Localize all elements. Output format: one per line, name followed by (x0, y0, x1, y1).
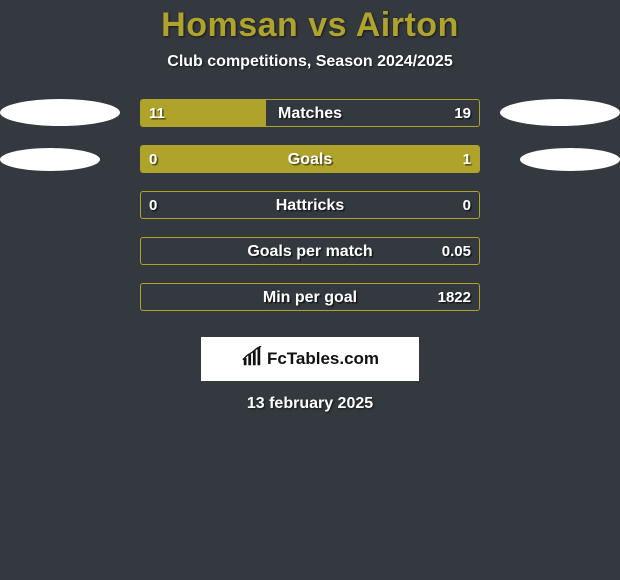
stat-row: 1822Min per goal (0, 283, 620, 329)
stat-bar: 0.05Goals per match (140, 237, 480, 265)
player-ellipse-left (0, 148, 100, 171)
stat-bar: 1119Matches (140, 99, 480, 127)
player-ellipse-right (500, 99, 620, 126)
page-title: Homsan vs Airton (0, 0, 620, 45)
player-ellipse-right (520, 148, 620, 171)
stat-bar: 0 0Hattricks (140, 191, 480, 219)
stat-value-left: 0 (149, 146, 157, 173)
stat-row: 1119Matches (0, 99, 620, 145)
chart-area: 1119Matches01Goals00Hattricks0.05Goals p… (0, 99, 620, 329)
page-subtitle: Club competitions, Season 2024/2025 (0, 53, 620, 71)
stat-bar: 01Goals (140, 145, 480, 173)
stat-value-left: 0 (149, 192, 157, 219)
brand-label: FcTables.com (267, 349, 379, 369)
player-ellipse-left (0, 99, 120, 126)
stat-label: Hattricks (141, 192, 479, 219)
barchart-icon (241, 346, 263, 373)
stat-label: Goals per match (141, 238, 479, 265)
stat-label: Min per goal (141, 284, 479, 311)
stat-value-right: 0 (463, 192, 471, 219)
stat-bar: 1822Min per goal (140, 283, 480, 311)
bar-fill-right (141, 146, 479, 172)
stat-value-right: 19 (454, 100, 471, 127)
brand-box[interactable]: FcTables.com (201, 337, 419, 381)
date-label: 13 february 2025 (0, 395, 620, 413)
stat-row: 0.05Goals per match (0, 237, 620, 283)
stat-row: 01Goals (0, 145, 620, 191)
stat-row: 0 0Hattricks (0, 191, 620, 237)
stat-value-right: 1 (463, 146, 471, 173)
stat-value-right: 0.05 (442, 238, 471, 265)
comparison-infographic: Homsan vs Airton Club competitions, Seas… (0, 0, 620, 580)
stat-value-right: 1822 (438, 284, 471, 311)
stat-value-left: 11 (149, 100, 165, 127)
